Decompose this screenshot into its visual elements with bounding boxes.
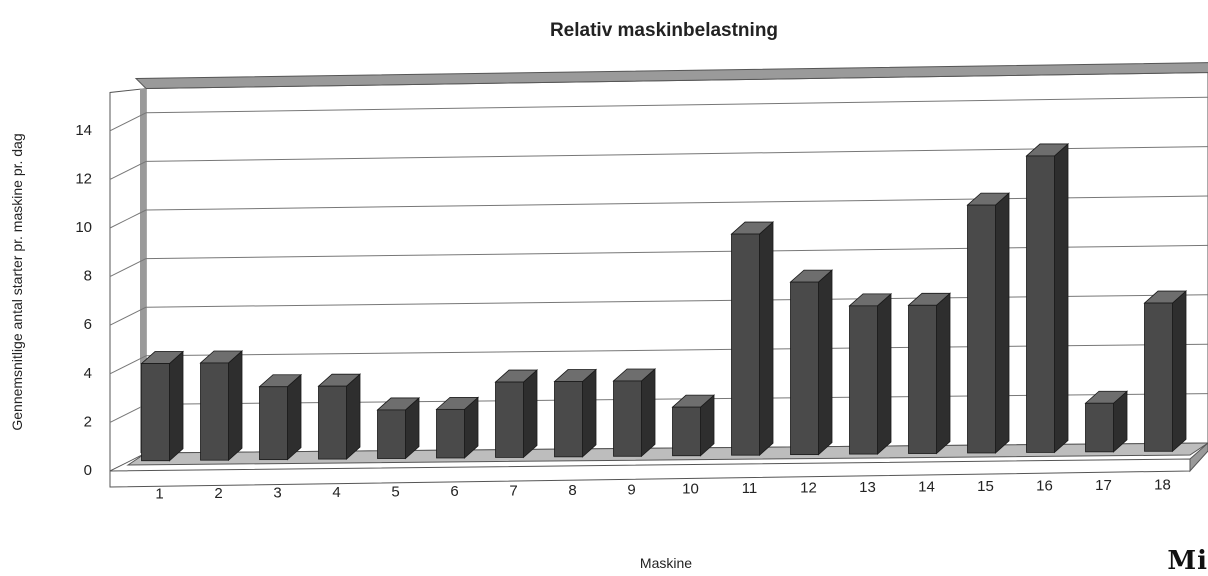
bar [613, 380, 642, 457]
x-tick-label: 11 [742, 480, 758, 497]
corner-logo-fragment: Mi [1167, 546, 1208, 576]
bar-side [995, 192, 1010, 454]
x-tick-label: 7 [509, 482, 517, 499]
bar-side [1172, 290, 1187, 453]
gridline [145, 146, 1208, 162]
bar [554, 381, 583, 458]
y-tick-label: 12 [75, 170, 92, 187]
y-tick-label: 14 [75, 122, 92, 139]
y-tick-label: 10 [75, 219, 92, 236]
x-tick-label: 8 [568, 482, 576, 499]
bar-side [346, 373, 361, 460]
x-tick-label: 13 [859, 479, 876, 496]
bar [908, 304, 937, 454]
x-tick-label: 16 [1036, 477, 1053, 494]
y-tick-label: 2 [84, 413, 92, 430]
bar-side [287, 373, 302, 461]
bar [141, 363, 170, 462]
left-wall-edge [140, 88, 146, 453]
x-tick-label: 9 [627, 481, 635, 498]
y-tick-label: 8 [84, 268, 92, 285]
bar [318, 385, 347, 460]
bar [967, 204, 996, 454]
floor-right-edge [1189, 442, 1208, 473]
x-tick-label: 14 [918, 479, 935, 496]
x-tick-label: 6 [450, 483, 458, 500]
gridline-side [109, 355, 147, 375]
bar [731, 233, 760, 456]
x-tick-label: 10 [682, 481, 699, 498]
bar [672, 406, 701, 457]
x-tick-label: 1 [155, 486, 163, 503]
bar-side [877, 292, 892, 455]
bar [495, 381, 524, 458]
y-tick-label: 0 [84, 462, 92, 479]
x-tick-label: 18 [1154, 476, 1171, 493]
bar-side [936, 292, 951, 455]
x-tick-label: 3 [273, 485, 281, 502]
bar [1085, 402, 1114, 453]
x-axis-label: Maskine [640, 555, 692, 571]
x-tick-label: 12 [800, 480, 817, 497]
bar [377, 409, 406, 459]
y-axis-label: Gennemsnitlige antal starter pr. maskine… [9, 133, 25, 430]
gridline-side [109, 403, 147, 423]
x-tick-label: 15 [977, 478, 994, 495]
x-tick-label: 17 [1095, 477, 1112, 494]
gridline-side [109, 112, 147, 132]
gridline-side [109, 160, 147, 180]
gridline-side [109, 209, 147, 229]
gridline [145, 96, 1208, 114]
bar [1144, 302, 1173, 452]
bar-side [641, 368, 656, 458]
bar-side [523, 369, 538, 459]
bar-side [818, 269, 833, 456]
bar [790, 281, 819, 456]
bar-side [759, 221, 774, 457]
bar [436, 408, 465, 459]
y-tick-label: 6 [84, 316, 92, 333]
bar-side [169, 350, 184, 462]
bar [849, 305, 878, 455]
bar [259, 386, 288, 461]
bar [200, 362, 229, 461]
x-tick-label: 2 [214, 485, 222, 502]
gridline-side [109, 306, 147, 326]
chart-title: Relativ maskinbelastning [550, 20, 778, 41]
top-frame [134, 62, 1208, 90]
bar [1026, 155, 1055, 453]
bar-side [1054, 143, 1069, 454]
bar-side [582, 368, 597, 458]
x-tick-label: 5 [391, 484, 399, 501]
x-tick-label: 4 [332, 484, 340, 501]
y-tick-label: 4 [84, 365, 92, 382]
gridline-side [109, 258, 147, 278]
bar-side [228, 350, 243, 462]
